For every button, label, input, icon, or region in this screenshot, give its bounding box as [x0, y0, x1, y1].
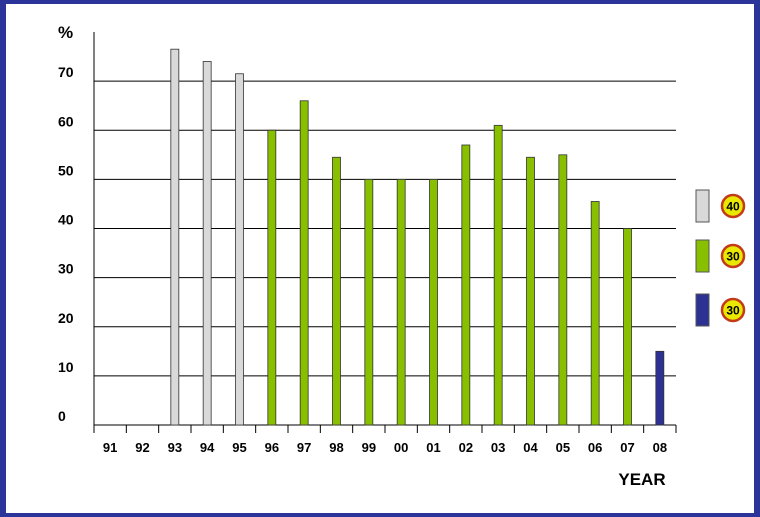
bar — [299, 100, 309, 426]
y-tick-label: 30 — [58, 261, 74, 277]
y-tick-label: 0 — [58, 408, 66, 424]
legend-badge-label: 30 — [726, 250, 740, 264]
legend-badge-label: 30 — [726, 304, 740, 318]
legend-badge — [720, 297, 746, 323]
x-tick-label: 91 — [103, 440, 117, 455]
x-tick-label: 04 — [523, 440, 538, 455]
bar — [396, 178, 406, 426]
y-axis-label: % — [58, 23, 73, 42]
legend-swatch — [695, 239, 710, 273]
x-tick-label: 96 — [265, 440, 279, 455]
x-tick-label: 97 — [297, 440, 311, 455]
legend-badge-label: 40 — [726, 200, 740, 214]
x-axis-label: YEAR — [618, 470, 665, 489]
bar — [655, 350, 665, 426]
bar — [332, 156, 341, 426]
legend-badge — [720, 193, 746, 219]
bar — [267, 129, 277, 426]
legend-swatch — [695, 293, 710, 327]
x-tick-label: 93 — [168, 440, 182, 455]
bar — [558, 154, 568, 426]
x-tick-label: 02 — [459, 440, 473, 455]
y-tick-label: 70 — [58, 64, 74, 80]
bar — [364, 178, 374, 426]
x-tick-label: 08 — [653, 440, 667, 455]
x-tick-label: 98 — [329, 440, 343, 455]
x-tick-label: 06 — [588, 440, 602, 455]
x-tick-label: 95 — [232, 440, 246, 455]
bar — [493, 124, 503, 426]
bar — [461, 144, 471, 426]
y-tick-label: 10 — [58, 359, 74, 375]
bar — [202, 61, 212, 426]
x-tick-label: 00 — [394, 440, 408, 455]
x-tick-label: 99 — [362, 440, 376, 455]
x-tick-label: 05 — [556, 440, 570, 455]
y-tick-label: 60 — [58, 113, 74, 129]
bar — [429, 178, 438, 426]
y-tick-label: 40 — [58, 212, 74, 228]
y-tick-label: 20 — [58, 310, 74, 326]
x-tick-label: 92 — [135, 440, 149, 455]
bar — [590, 201, 600, 426]
y-tick-label: 50 — [58, 162, 74, 178]
legend-badge — [720, 243, 746, 269]
bar — [623, 228, 632, 426]
legend-swatch — [695, 189, 710, 223]
x-tick-label: 94 — [200, 440, 215, 455]
x-tick-label: 01 — [426, 440, 440, 455]
bar — [526, 156, 535, 426]
bar — [170, 48, 180, 426]
x-tick-label: 07 — [620, 440, 634, 455]
x-tick-label: 03 — [491, 440, 505, 455]
bar — [235, 73, 244, 426]
